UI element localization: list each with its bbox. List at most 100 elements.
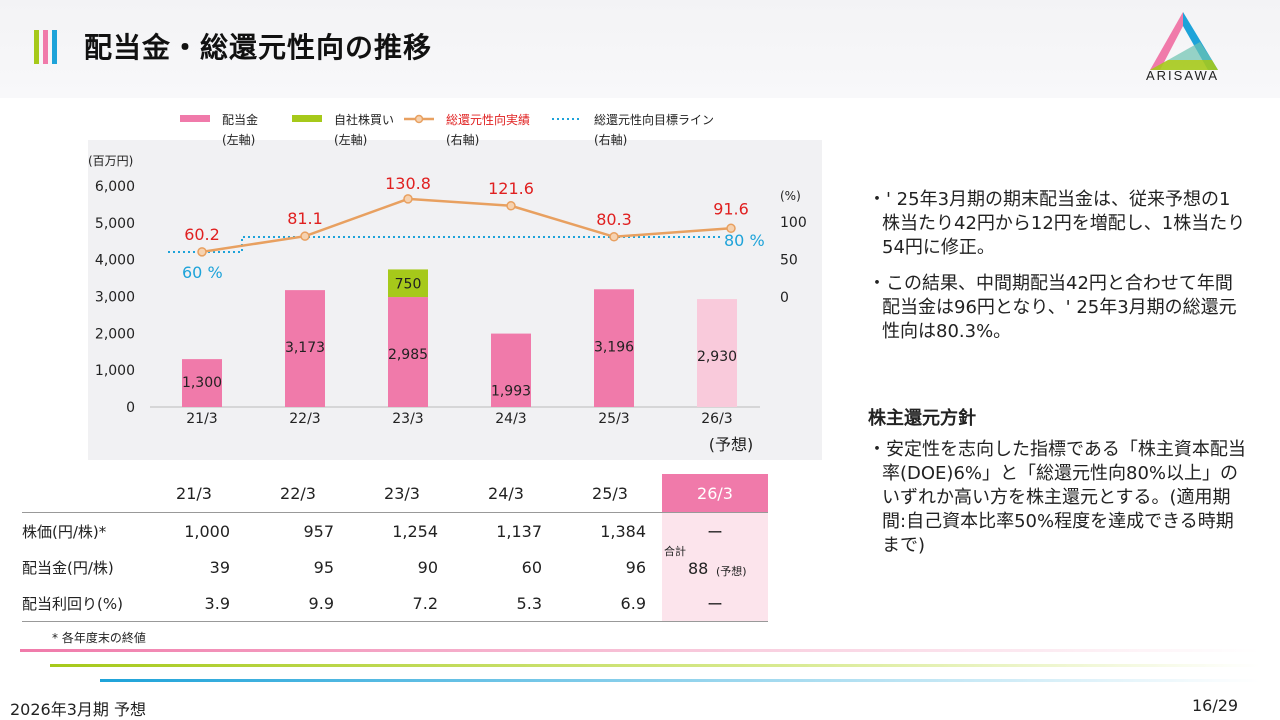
table-header-cell: 22/3 <box>280 483 316 503</box>
legend-swatch <box>180 115 210 122</box>
payout-label: 60.2 <box>184 225 220 244</box>
policy-text-box: ・安定性を志向した指標である「株主資本配当率(DOE)6%」と「総還元性向80%… <box>868 438 1248 570</box>
data-table: 21/3 22/3 23/3 24/3 25/3 26/3 株価(円/株)* 1… <box>22 474 768 622</box>
buyback-bar-label: 750 <box>395 276 422 292</box>
table-cell: 1,254 <box>392 521 438 541</box>
y-right-unit: (%) <box>780 189 801 203</box>
payout-label: 91.6 <box>713 199 749 218</box>
table-cell: 1,000 <box>184 521 230 541</box>
x-tick-label: 25/3 <box>598 411 629 427</box>
payout-label: 121.6 <box>488 179 534 198</box>
payout-line <box>201 197 732 254</box>
x-tick-label: 22/3 <box>289 411 320 427</box>
footer-stripe-green <box>50 664 1260 667</box>
page-title: 配当金・総還元性向の推移 <box>84 31 433 64</box>
dividend-bar <box>594 289 634 407</box>
forecast-note: (予想) <box>716 565 747 578</box>
row-label: 株価(円/株)* <box>22 522 107 541</box>
table-cell: 96 <box>625 557 646 577</box>
table-cell-forecast: ー <box>662 512 768 549</box>
page-number: 16/29 <box>1192 696 1239 715</box>
payout-label: 80.3 <box>596 210 632 229</box>
target-label: 60 % <box>182 263 223 282</box>
legend-sublabel: (左軸) <box>222 132 255 147</box>
y-left-tick: 2,000 <box>95 326 135 342</box>
table-header-cell: 24/3 <box>488 483 524 503</box>
header-band <box>0 0 1280 98</box>
row-label: 配当利回り(%) <box>22 594 123 613</box>
payout-point <box>403 194 413 204</box>
table-cell: 957 <box>303 521 334 541</box>
table-header-cell: 23/3 <box>384 483 420 503</box>
table-cell: 90 <box>417 557 438 577</box>
y-left-unit: (百万円) <box>88 154 133 168</box>
table-header-forecast: 26/3 <box>662 474 768 513</box>
arisawa-logo-icon <box>1150 12 1218 70</box>
title-stripes-icon <box>34 30 62 64</box>
dividend-bar-label: 1,993 <box>491 384 531 400</box>
table-cell: 95 <box>313 557 334 577</box>
payout-point <box>197 247 207 257</box>
table-cell: 1,137 <box>496 521 542 541</box>
table-cell: 1,384 <box>600 521 646 541</box>
forecast-total-label: 合計 <box>664 545 686 558</box>
legend-label: 総還元性向実績 <box>446 112 530 127</box>
table-cell: 5.3 <box>516 593 542 613</box>
table-row: 配当金(円/株) 39 95 90 60 96 合計 88 (予想) <box>22 545 768 585</box>
dividend-bar <box>285 290 325 407</box>
x-tick-label: 21/3 <box>186 411 217 427</box>
legend-label: 総還元性向目標ライン <box>594 112 714 127</box>
table-footnote: * 各年度末の終値 <box>52 631 146 645</box>
policy-text: ・安定性を志向した指標である「株主資本配当率(DOE)6%」と「総還元性向80%… <box>868 439 1246 556</box>
legend-marker <box>414 114 424 124</box>
table-row: 株価(円/株)* 1,000 957 1,254 1,137 1,384 ー <box>22 512 768 549</box>
dividend-bar-label: 1,300 <box>182 375 222 391</box>
dividend-bar-label: 3,196 <box>594 339 634 355</box>
footer-left: 2026年3月期 予想 <box>10 700 146 719</box>
table-header-cell: 25/3 <box>592 483 628 503</box>
footer-stripe-pink <box>20 649 1260 652</box>
y-right-tick: 100 <box>780 215 807 231</box>
table-cell: 60 <box>521 557 542 577</box>
dividend-chart: 配当金 (左軸) 自社株買い (左軸) 総還元性向実績 (右軸) 総還元性向目標ライン (右軸… <box>88 112 807 454</box>
footer-stripe-blue <box>100 679 1260 682</box>
y-left-tick: 0 <box>126 400 135 416</box>
legend-sublabel: (右軸) <box>594 132 627 147</box>
bullet-item: ・この結果、中間期配当42円と合わせて年間配当金は96円となり、' 25年3月期… <box>868 273 1237 342</box>
dividend-bar-label: 3,173 <box>285 340 325 356</box>
y-left-tick: 4,000 <box>95 253 135 269</box>
legend-sublabel: (右軸) <box>446 132 479 147</box>
y-left-tick: 1,000 <box>95 363 135 379</box>
legend-sublabel: (左軸) <box>334 132 367 147</box>
legend-label: 配当金 <box>222 112 258 127</box>
table-cell-forecast: 合計 88 (予想) <box>662 545 768 585</box>
policy-heading: 株主還元方針 <box>868 408 976 429</box>
buyback-bar <box>388 269 428 298</box>
payout-label: 130.8 <box>385 174 431 193</box>
row-label: 配当金(円/株) <box>22 558 114 577</box>
table-header-row: 21/3 22/3 23/3 24/3 25/3 26/3 <box>22 474 768 513</box>
dividend-bar <box>491 333 531 407</box>
y-right-tick: 0 <box>780 290 789 306</box>
x-tick-label: 24/3 <box>495 411 526 427</box>
table-cell: 9.9 <box>308 593 334 613</box>
dividend-bar <box>697 299 737 407</box>
legend-label: 自社株買い <box>334 112 394 127</box>
payout-label: 81.1 <box>287 209 323 228</box>
logo-text: ARISAWA <box>1146 68 1219 83</box>
y-left-tick: 5,000 <box>95 216 135 232</box>
summary-bullets: ・' 25年3月期の期末配当金は、従来予想の1株当たり42円から12円を増配し、… <box>868 188 1248 356</box>
dividend-bar <box>182 359 222 407</box>
y-left-tick: 6,000 <box>95 179 135 195</box>
y-left-tick: 3,000 <box>95 290 135 306</box>
payout-point <box>506 201 516 211</box>
table-row: 配当利回り(%) 3.9 9.9 7.2 5.3 6.9 ー <box>22 585 768 622</box>
x-tick-label: 26/3 <box>701 411 732 427</box>
legend-swatch <box>292 115 322 122</box>
table-cell: 39 <box>209 557 230 577</box>
y-right-tick: 50 <box>780 253 798 269</box>
table-cell: 6.9 <box>620 593 646 613</box>
payout-point <box>300 231 310 241</box>
payout-point <box>726 223 736 234</box>
dividend-bar-label: 2,930 <box>697 349 737 365</box>
